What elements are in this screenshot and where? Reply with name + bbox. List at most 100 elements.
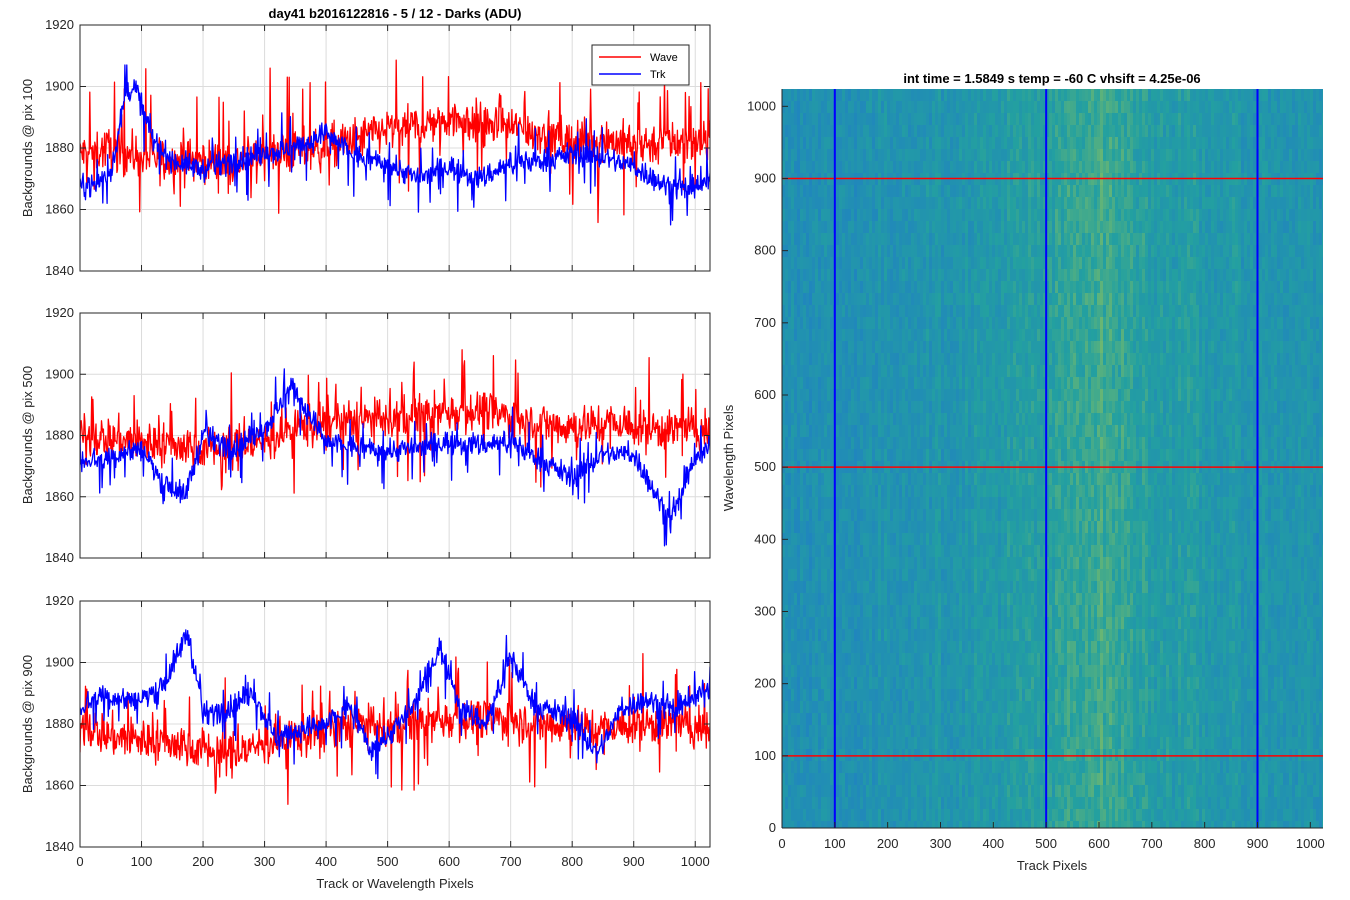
heatmap-cell [878, 353, 882, 366]
heatmap-cell [1073, 317, 1077, 330]
heatmap-cell [1184, 161, 1188, 174]
heatmap-cell [1085, 257, 1089, 270]
heatmap-cell [857, 341, 861, 354]
heatmap-cell [998, 293, 1002, 306]
heatmap-cell [1259, 329, 1263, 342]
heatmap-cell [1181, 101, 1185, 114]
heatmap-cell [1175, 137, 1179, 150]
heatmap-cell [1193, 353, 1197, 366]
heatmap-cell [845, 257, 849, 270]
heatmap-cell [1253, 305, 1257, 318]
heatmap-cell [1139, 161, 1143, 174]
heatmap-cell [1022, 329, 1026, 342]
heatmap-cell [974, 125, 978, 138]
heatmap-cell [1238, 377, 1242, 390]
heatmap-cell [1019, 389, 1023, 402]
heatmap-cell [845, 125, 849, 138]
heatmap-cell [989, 185, 993, 198]
heatmap-cell [1247, 113, 1251, 126]
heatmap-cell [1046, 317, 1050, 330]
heatmap-cell [1313, 281, 1317, 294]
heatmap-cell [896, 377, 900, 390]
heatmap-cell [1040, 341, 1044, 354]
heatmap-cell [992, 149, 996, 162]
heatmap-cell [929, 185, 933, 198]
heatmap-cell [983, 281, 987, 294]
heatmap-cell [1163, 89, 1167, 102]
heatmap-cell [812, 377, 816, 390]
heatmap-cell [878, 149, 882, 162]
heatmap-cell [1145, 269, 1149, 282]
heatmap-cell [917, 185, 921, 198]
heatmap-cell [1046, 377, 1050, 390]
heatmap-cell [1295, 257, 1299, 270]
heatmap-cell [1136, 125, 1140, 138]
heatmap-cell [902, 317, 906, 330]
heatmap-cell [1049, 329, 1053, 342]
heatmap-cell [1049, 353, 1053, 366]
heatmap-cell [1253, 137, 1257, 150]
heatmap-cell [1184, 257, 1188, 270]
heatmap-cell [1280, 293, 1284, 306]
heatmap-cell [854, 353, 858, 366]
heatmap-cell [1016, 341, 1020, 354]
heatmap-cell [914, 185, 918, 198]
heatmap-cell [794, 389, 798, 402]
heatmap-cell [809, 389, 813, 402]
heatmap-cell [1202, 161, 1206, 174]
heatmap-cell [809, 209, 813, 222]
heatmap-cell [788, 269, 792, 282]
heatmap-cell [845, 197, 849, 210]
heatmap-cell [1124, 149, 1128, 162]
heatmap-cell [917, 293, 921, 306]
heatmap-cell [782, 365, 786, 378]
heatmap-cell [1181, 317, 1185, 330]
heatmap-cell [1145, 161, 1149, 174]
heatmap-cell [1301, 113, 1305, 126]
heatmap-cell [884, 221, 888, 234]
heatmap-cell [1298, 149, 1302, 162]
heatmap-cell [1151, 149, 1155, 162]
heatmap-cell [1241, 377, 1245, 390]
heatmap-cell [1205, 101, 1209, 114]
heatmap-cell [881, 149, 885, 162]
heatmap-cell [1259, 101, 1263, 114]
heatmap-cell [950, 293, 954, 306]
heatmap-cell [1235, 329, 1239, 342]
heatmap-cell [1160, 341, 1164, 354]
heatmap-cell [944, 257, 948, 270]
heatmap-cell [803, 137, 807, 150]
heatmap-cell [1265, 101, 1269, 114]
heatmap-cell [1271, 221, 1275, 234]
heatmap-cell [1031, 89, 1035, 102]
heatmap-cell [1154, 113, 1158, 126]
heatmap-cell [1271, 293, 1275, 306]
heatmap-cell [1199, 293, 1203, 306]
heatmap-cell [908, 281, 912, 294]
heatmap-cell [1040, 353, 1044, 366]
heatmap-cell [947, 329, 951, 342]
heatmap-cell [1037, 401, 1041, 414]
heatmap-cell [1088, 161, 1092, 174]
heatmap-cell [1166, 89, 1170, 102]
heatmap-cell [1013, 149, 1017, 162]
heatmap-cell [992, 401, 996, 414]
heatmap-cell [1205, 89, 1209, 102]
heatmap-cell [872, 317, 876, 330]
heatmap-cell [908, 89, 912, 102]
heatmap-cell [1235, 137, 1239, 150]
heatmap-cell [1016, 305, 1020, 318]
heatmap-cell [1079, 149, 1083, 162]
heatmap-cell [1055, 137, 1059, 150]
heatmap-cell [1211, 389, 1215, 402]
heatmap-cell [1031, 293, 1035, 306]
heatmap-cell [1247, 149, 1251, 162]
heatmap-cell [971, 137, 975, 150]
heatmap-cell [1061, 269, 1065, 282]
heatmap-cell [1028, 221, 1032, 234]
heatmap-cell [812, 269, 816, 282]
heatmap-cell [1241, 317, 1245, 330]
heatmap-cell [794, 161, 798, 174]
heatmap-cell [1271, 197, 1275, 210]
heatmap-cell [947, 185, 951, 198]
